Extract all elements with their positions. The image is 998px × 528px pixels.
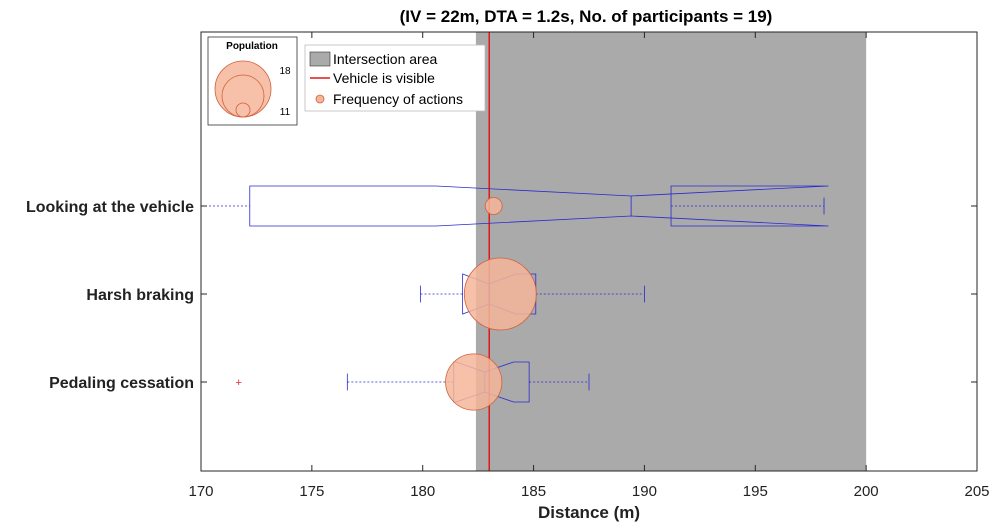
chart-title: (IV = 22m, DTA = 1.2s, No. of participan… <box>400 7 773 26</box>
legend-swatch-frequency <box>315 94 325 104</box>
box-body <box>249 185 829 227</box>
category-label: Looking at the vehicle <box>26 199 194 216</box>
x-tick-label: 190 <box>632 483 657 500</box>
population-label-max: 18 <box>279 66 291 77</box>
intersection-area <box>475 32 867 471</box>
x-tick-label: 185 <box>521 483 546 500</box>
x-tick-label: 205 <box>964 483 989 500</box>
x-tick-label: 200 <box>854 483 879 500</box>
legend: Intersection area Vehicle is visible Fre… <box>304 44 486 112</box>
x-tick-label: 175 <box>299 483 324 500</box>
category-label: Pedaling cessation <box>49 375 194 392</box>
population-label-min: 11 <box>280 107 291 118</box>
outlier-marker: + <box>235 377 241 389</box>
y-axis: Looking at the vehicle Harsh braking Pedal… <box>26 199 977 392</box>
x-tick-label: 195 <box>743 483 768 500</box>
legend-label-frequency: Frequency of actions <box>333 91 463 107</box>
frequency-bubble <box>463 257 537 331</box>
population-circle-small <box>235 102 251 118</box>
legend-label-vehicle: Vehicle is visible <box>333 70 435 86</box>
population-legend: Population 18 11 <box>207 36 298 126</box>
x-axis-label: Distance (m) <box>538 503 640 522</box>
frequency-bubble <box>484 197 503 215</box>
frequency-bubble <box>445 353 503 411</box>
x-tick-label: 180 <box>410 483 435 500</box>
intersection-area-layer <box>475 32 867 471</box>
legend-label-intersection: Intersection area <box>333 51 437 67</box>
frequency-bubbles-layer <box>445 197 537 411</box>
x-tick-label: 170 <box>188 483 213 500</box>
category-label: Harsh braking <box>86 287 194 304</box>
x-axis: 170 175 180 185 190 195 200 205 <box>188 32 990 500</box>
legend-swatch-intersection <box>309 51 331 67</box>
population-legend-title: Population <box>226 41 278 52</box>
plot-frame <box>200 31 978 472</box>
legend-box <box>304 44 486 112</box>
